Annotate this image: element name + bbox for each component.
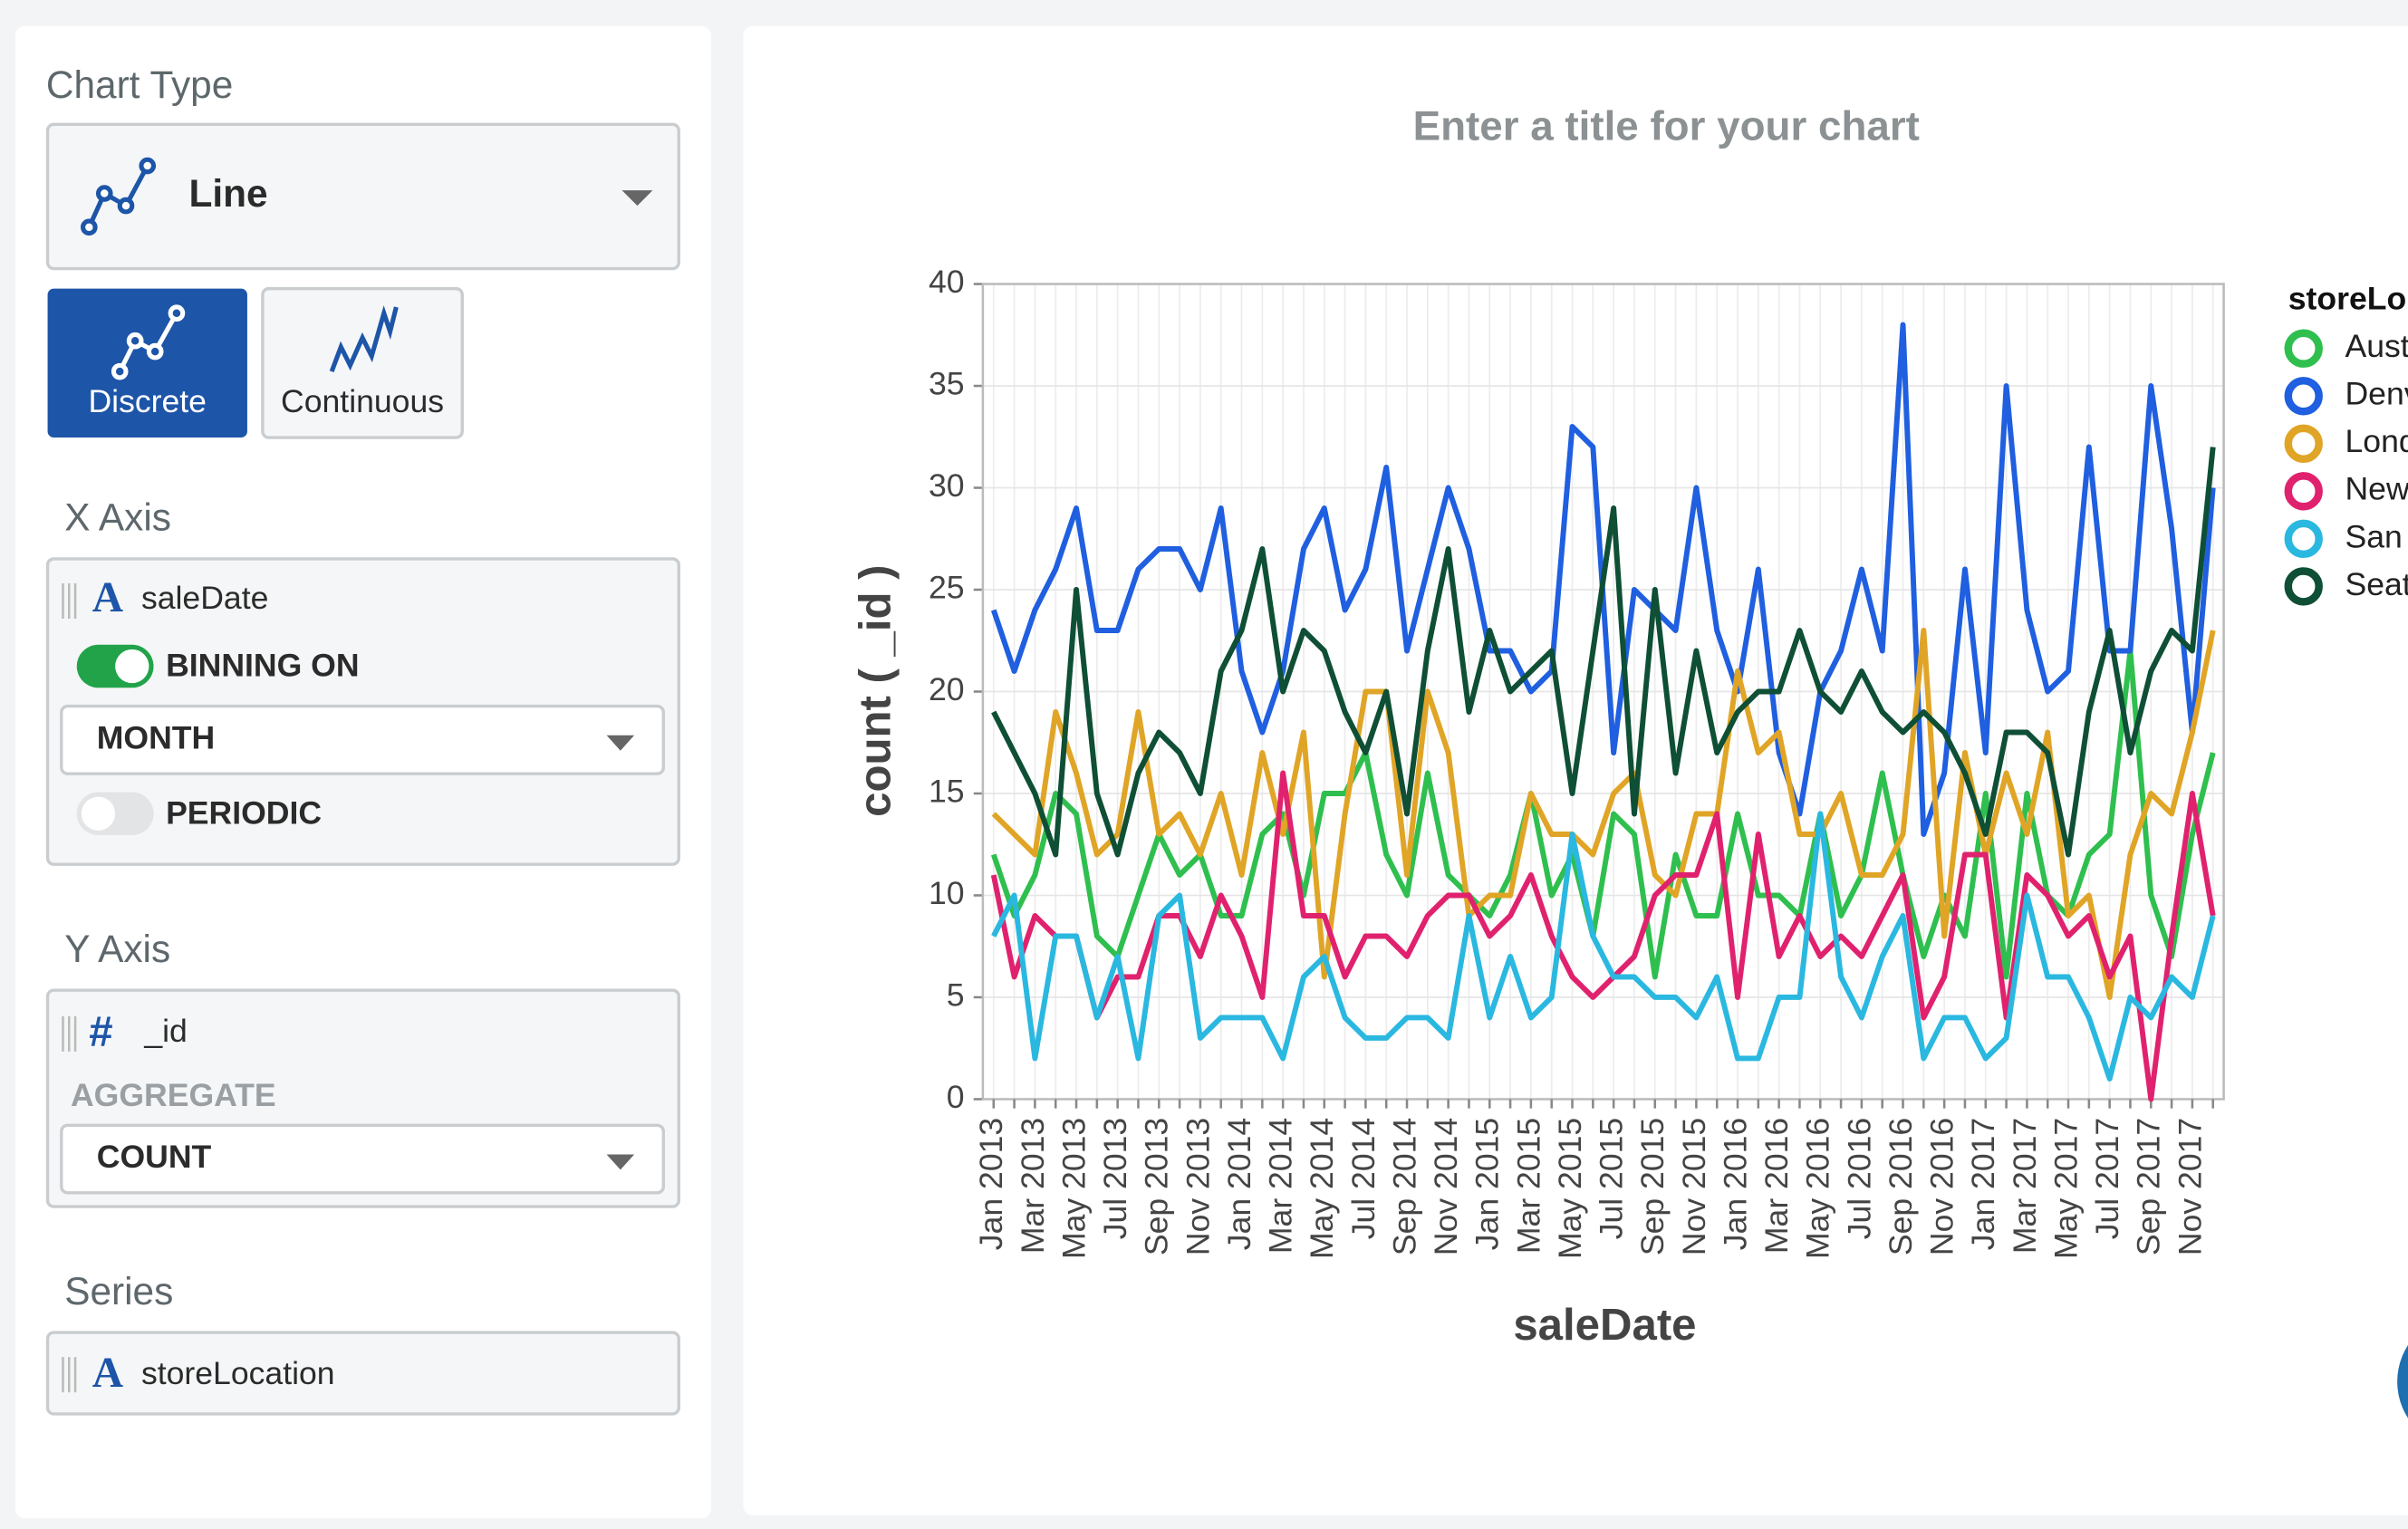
mode-label: Discrete: [88, 383, 206, 419]
field-icon: A: [92, 574, 123, 621]
x-tick-label: Nov 2017: [2172, 1118, 2208, 1255]
x-axis-title: saleDate: [1513, 1301, 1696, 1350]
legend-symbol: [2284, 329, 2323, 368]
help-button[interactable]: [2397, 1314, 2408, 1449]
x-tick-label: Jul 2016: [1841, 1118, 1877, 1240]
series-line: [990, 322, 2216, 837]
legend-symbol: [2284, 567, 2323, 606]
field-icon: #: [89, 1008, 112, 1056]
toggle-label: PERIODIC: [166, 794, 322, 831]
mode-label: Continuous: [281, 383, 444, 419]
legend-symbol: [2284, 519, 2323, 559]
x-tick-label: Jan 2013: [973, 1118, 1009, 1250]
x-tick-label: Mar 2013: [1015, 1118, 1051, 1254]
field-card: [45, 1331, 680, 1416]
x-tick-label: Mar 2015: [1510, 1118, 1546, 1254]
y-tick-label: 15: [929, 773, 965, 809]
x-tick-label: Sep 2014: [1386, 1118, 1422, 1255]
field-icon: A: [92, 1350, 123, 1397]
x-tick-label: May 2017: [2047, 1118, 2084, 1259]
chart-type-dropdown[interactable]: Line: [45, 122, 680, 271]
x-tick-label: Mar 2014: [1263, 1118, 1299, 1254]
x-tick-label: Jan 2014: [1221, 1118, 1257, 1250]
y-tick-label: 5: [947, 976, 965, 1013]
x-tick-label: Jul 2017: [2089, 1118, 2125, 1240]
legend-symbol: [2284, 472, 2323, 511]
legend-label: New: [2345, 471, 2408, 507]
y-tick-label: 0: [947, 1079, 965, 1115]
x-tick-label: Mar 2016: [1758, 1118, 1795, 1254]
field-name: saleDate: [141, 580, 268, 616]
series-line: [991, 628, 2216, 1000]
legend-label: San: [2345, 518, 2402, 554]
x-tick-label: Nov 2015: [1676, 1118, 1712, 1255]
toggle-off[interactable]: [76, 792, 154, 835]
x-tick-label: May 2015: [1552, 1118, 1588, 1259]
x-tick-label: Jul 2013: [1097, 1118, 1133, 1240]
x-tick-label: Jan 2017: [1965, 1118, 2001, 1250]
x-tick-label: Sep 2013: [1139, 1118, 1175, 1255]
x-tick-label: Sep 2016: [1883, 1118, 1919, 1255]
y-tick-label: 40: [929, 264, 965, 300]
aggregate-dropdown[interactable]: [60, 1123, 666, 1195]
y-tick-label: 35: [929, 365, 965, 401]
series-line: [990, 770, 2216, 1102]
drag-handle: [62, 1015, 77, 1052]
section-label: X Axis: [64, 496, 171, 539]
x-tick-label: Mar 2017: [2007, 1118, 2043, 1254]
aggregate-label: AGGREGATE: [71, 1077, 276, 1113]
legend-label: Seat: [2345, 566, 2408, 602]
legend-symbol: [2284, 424, 2323, 463]
legend-label: Aust: [2345, 328, 2408, 364]
legend-symbol: [2284, 377, 2323, 416]
legend-label: Denv: [2345, 376, 2408, 412]
drag-handle: [62, 1357, 77, 1393]
field-name: storeLocation: [141, 1355, 335, 1391]
y-axis-title: count ( _id ): [852, 564, 901, 816]
legend-title: storeLo: [2288, 281, 2406, 317]
mode-button[interactable]: Discrete: [47, 288, 247, 438]
plot-frame: [981, 283, 2225, 1101]
drag-handle: [62, 583, 77, 619]
toggle-on[interactable]: [76, 644, 154, 688]
legend-label: Lond: [2345, 423, 2408, 459]
series-line: [990, 648, 2216, 980]
x-tick-label: Jul 2014: [1345, 1118, 1382, 1240]
series-line: [991, 447, 2216, 858]
x-tick-label: Jan 2015: [1469, 1118, 1506, 1250]
x-tick-label: Jan 2016: [1717, 1118, 1753, 1250]
x-tick-label: Jul 2015: [1594, 1118, 1630, 1240]
x-tick-label: May 2013: [1055, 1118, 1092, 1259]
x-tick-label: Sep 2015: [1634, 1118, 1671, 1255]
section-label: Chart Type: [46, 63, 233, 106]
section-label: Y Axis: [64, 928, 170, 970]
x-tick-label: Nov 2016: [1924, 1118, 1960, 1255]
y-tick-label: 25: [929, 569, 965, 605]
series-line: [991, 811, 2216, 1082]
y-tick-label: 20: [929, 671, 965, 707]
dropdown-value: COUNT: [97, 1139, 212, 1175]
mode-button[interactable]: Continuous: [261, 286, 464, 439]
section-label: Series: [64, 1270, 173, 1313]
x-tick-label: May 2016: [1800, 1118, 1836, 1259]
y-tick-label: 30: [929, 467, 965, 504]
dropdown-value: Line: [189, 172, 268, 215]
x-tick-label: Nov 2013: [1180, 1118, 1216, 1255]
x-tick-label: Sep 2017: [2131, 1118, 2167, 1255]
toggle-label: BINNING ON: [166, 648, 360, 684]
bin-dropdown[interactable]: [60, 704, 666, 775]
x-tick-label: Nov 2014: [1428, 1118, 1464, 1255]
field-name: _id: [143, 1013, 187, 1049]
y-tick-label: 10: [929, 875, 965, 911]
chart-title: Enter a title for your chart: [1413, 102, 1920, 149]
x-tick-label: May 2014: [1304, 1118, 1340, 1259]
dropdown-value: MONTH: [97, 719, 215, 755]
